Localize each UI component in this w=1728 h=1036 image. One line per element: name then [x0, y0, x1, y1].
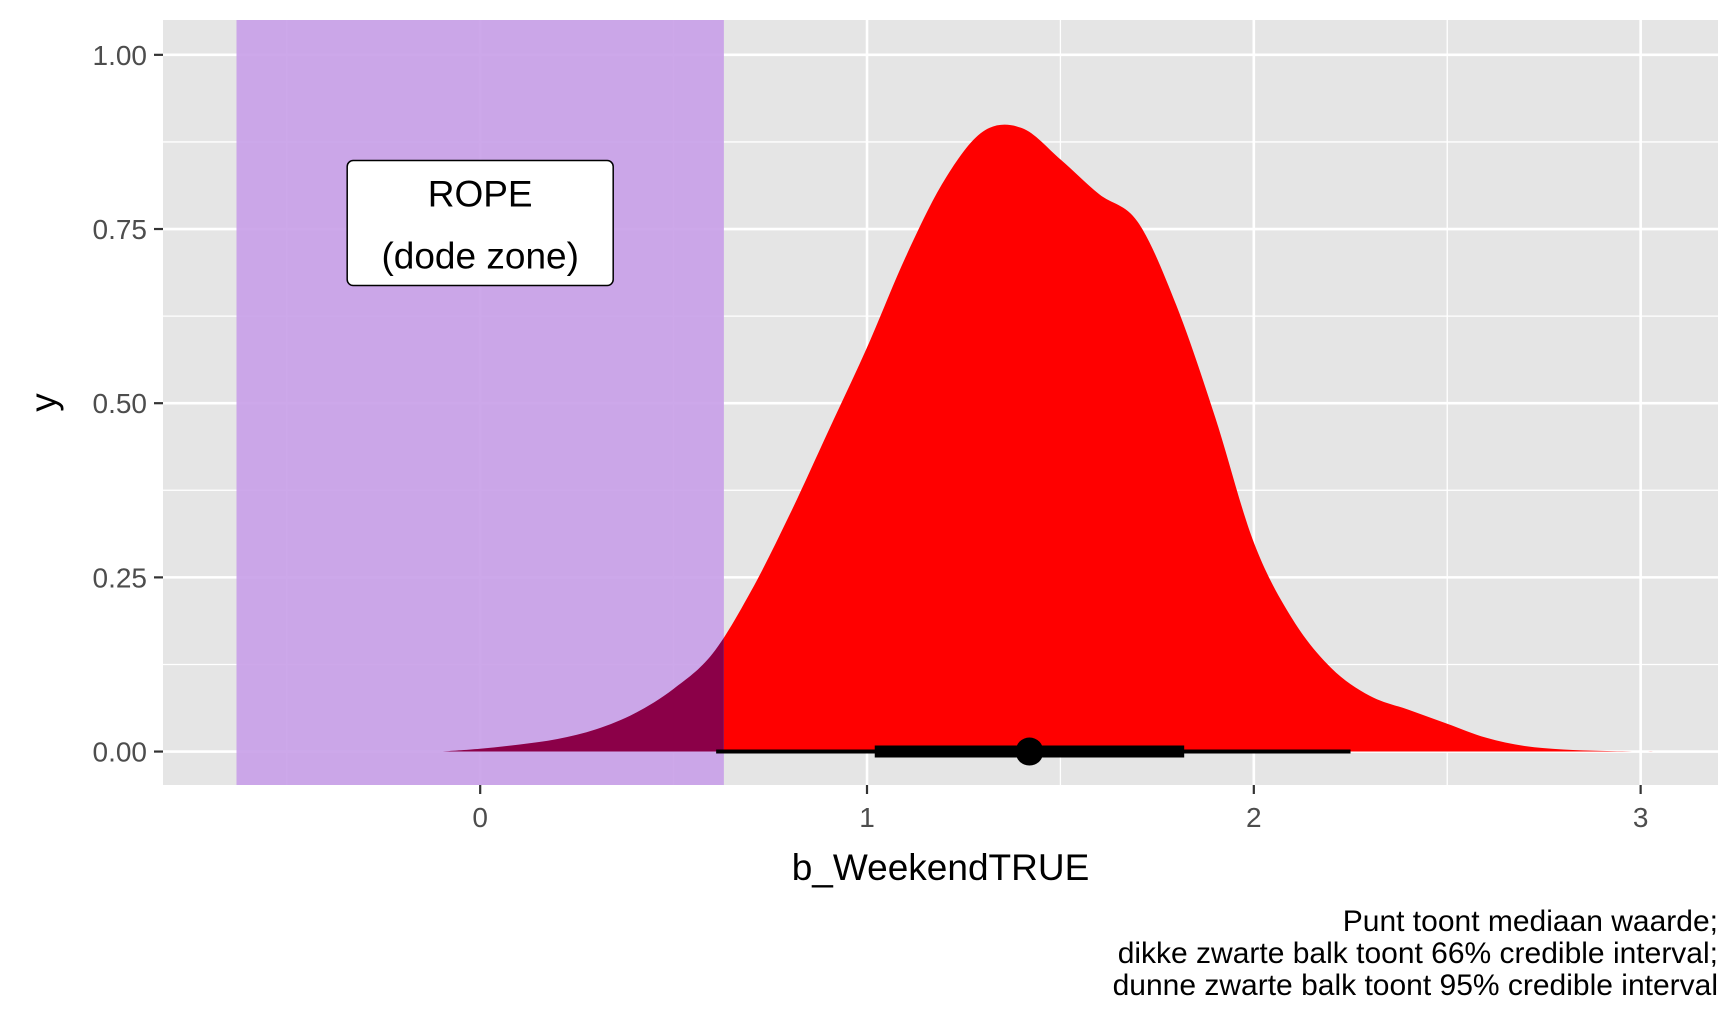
y-tick-label: 0.50 — [93, 388, 148, 419]
rope-label-line1: ROPE — [428, 174, 533, 215]
posterior-density-in-rope — [441, 637, 724, 752]
caption-line-3: dunne zwarte balk toont 95% credible int… — [1112, 969, 1718, 1002]
rope-region — [236, 20, 724, 785]
caption: Punt toont mediaan waarde; dikke zwarte … — [1113, 906, 1718, 1002]
median-point — [1015, 737, 1044, 766]
y-tick-label: 0.75 — [93, 214, 148, 245]
x-tick-label: 2 — [1246, 802, 1262, 833]
y-tick-label: 0.00 — [93, 737, 148, 768]
rope-label-line2: (dode zone) — [381, 236, 578, 277]
x-axis: 0 1 2 3 — [472, 785, 1648, 833]
y-axis: 0.00 0.25 0.50 0.75 1.00 — [93, 40, 163, 768]
x-tick-label: 3 — [1633, 802, 1649, 833]
rope-label-box: ROPE (dode zone) — [346, 159, 614, 287]
caption-line-2: dikke zwarte balk toont 66% credible int… — [1117, 937, 1718, 970]
caption-line-1: Punt toont mediaan waarde; — [1342, 905, 1718, 938]
rope-label-background — [346, 159, 614, 287]
x-axis-title: b_WeekendTRUE — [792, 847, 1090, 888]
y-axis-title: y — [23, 393, 64, 412]
x-tick-label: 1 — [859, 802, 875, 833]
posterior-density-area — [441, 124, 1664, 752]
x-tick-label: 0 — [472, 802, 488, 833]
y-tick-label: 1.00 — [93, 40, 148, 71]
y-tick-label: 0.25 — [93, 562, 148, 593]
